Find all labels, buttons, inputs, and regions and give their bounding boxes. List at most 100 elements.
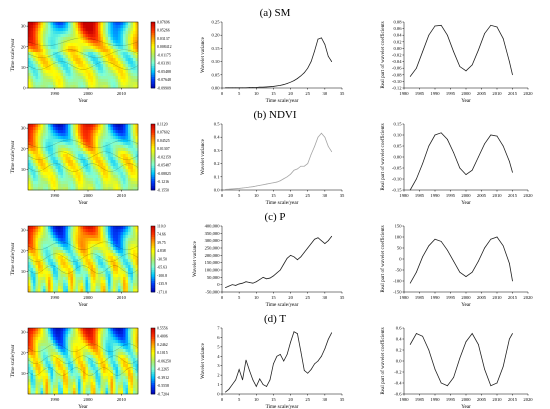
- heat-cell: [43, 139, 46, 143]
- colorbar-tick-label: 0.2462: [157, 343, 168, 347]
- heat-cell: [83, 61, 86, 65]
- heat-cell: [73, 238, 76, 242]
- heat-cell: [120, 139, 124, 143]
- heat-cell: [68, 280, 71, 284]
- x-tick-label: 1990: [430, 397, 440, 402]
- heat-cell: [98, 133, 101, 137]
- heat-cell: [30, 280, 34, 284]
- heat-cell: [120, 82, 124, 86]
- heat-cell: [73, 43, 76, 47]
- heat-cell: [123, 376, 126, 380]
- data-point: [255, 386, 257, 387]
- heat-cell: [95, 358, 99, 362]
- heat-cell: [120, 181, 124, 185]
- data-point: [440, 241, 442, 242]
- heat-cell: [103, 373, 106, 377]
- heat-cell: [58, 136, 61, 140]
- colorbar-segment: [151, 252, 155, 255]
- heat-cell: [113, 79, 116, 83]
- heat-cell: [68, 76, 71, 80]
- heat-cell: [135, 25, 139, 29]
- heat-cell: [40, 55, 44, 59]
- heat-cell: [50, 256, 54, 260]
- heat-cell: [130, 328, 134, 332]
- heat-cell: [70, 145, 74, 149]
- x-tick-label: 2015: [508, 295, 518, 300]
- heat-cell: [75, 238, 79, 242]
- heat-cell: [68, 289, 71, 293]
- colorbar-segment: [151, 68, 155, 71]
- heat-cell: [115, 280, 119, 284]
- heat-cell: [130, 169, 134, 173]
- heat-cell: [53, 22, 56, 26]
- heat-cell: [98, 181, 101, 185]
- heat-cell: [70, 34, 74, 38]
- heat-cell: [60, 58, 64, 62]
- colorbar-segment: [151, 63, 155, 67]
- y-tick-label: 0.08: [393, 20, 402, 25]
- heat-cell: [43, 277, 46, 281]
- heat-cell: [113, 52, 116, 56]
- heat-cell: [68, 46, 71, 50]
- heat-cell: [55, 340, 59, 344]
- heat-cell: [135, 181, 139, 185]
- heat-cell: [65, 376, 69, 380]
- heat-cell: [50, 379, 54, 383]
- heat-cell: [105, 352, 109, 356]
- heat-cell: [113, 247, 116, 251]
- heat-cell: [118, 55, 121, 59]
- heat-cell: [60, 247, 64, 251]
- heat-cell: [35, 163, 39, 167]
- heat-cell: [125, 379, 129, 383]
- heat-cell: [88, 184, 91, 188]
- heat-cell: [38, 331, 41, 335]
- heat-cell: [30, 64, 34, 68]
- heat-cell: [50, 157, 54, 161]
- data-point: [453, 51, 454, 53]
- x-axis-title: Year: [461, 98, 471, 104]
- data-point: [327, 240, 329, 242]
- heat-cell: [78, 364, 81, 368]
- heat-cell: [80, 358, 84, 362]
- heat-cell: [35, 268, 39, 272]
- heat-cell: [50, 352, 54, 356]
- x-axis-title: Year: [461, 200, 471, 206]
- heat-cell: [128, 124, 131, 128]
- heat-cell: [58, 334, 61, 338]
- heat-cell: [63, 34, 66, 38]
- heat-cell: [63, 145, 66, 149]
- heat-cell: [113, 271, 116, 275]
- heat-cell: [130, 82, 134, 86]
- heat-cell: [60, 346, 64, 350]
- data-point: [465, 70, 467, 72]
- heat-cell: [75, 388, 79, 392]
- heat-cell: [30, 331, 34, 335]
- heat-cell: [33, 271, 36, 275]
- heat-cell: [63, 271, 66, 275]
- heat-cell: [130, 130, 134, 134]
- heat-cell: [35, 28, 39, 32]
- heat-cell: [80, 160, 84, 164]
- heat-cell: [85, 184, 89, 188]
- heat-cell: [108, 79, 111, 83]
- heat-cell: [35, 148, 39, 152]
- heat-cell: [83, 370, 86, 374]
- heat-cell: [120, 124, 124, 128]
- colorbar-segment: [151, 183, 155, 186]
- heat-cell: [45, 334, 49, 338]
- heat-cell: [78, 34, 81, 38]
- heat-cell: [55, 241, 59, 245]
- heat-cell: [30, 373, 34, 377]
- heat-cell: [98, 379, 101, 383]
- heat-cell: [68, 385, 71, 389]
- heat-cell: [98, 70, 101, 74]
- heat-cell: [53, 388, 56, 392]
- heat-cell: [108, 259, 111, 263]
- colorbar-tick-label: 74.66: [157, 233, 166, 237]
- heat-cell: [115, 289, 119, 293]
- heat-cell: [60, 52, 64, 56]
- heat-cell: [125, 337, 129, 341]
- heat-cell: [85, 367, 89, 371]
- heat-cell: [88, 364, 91, 368]
